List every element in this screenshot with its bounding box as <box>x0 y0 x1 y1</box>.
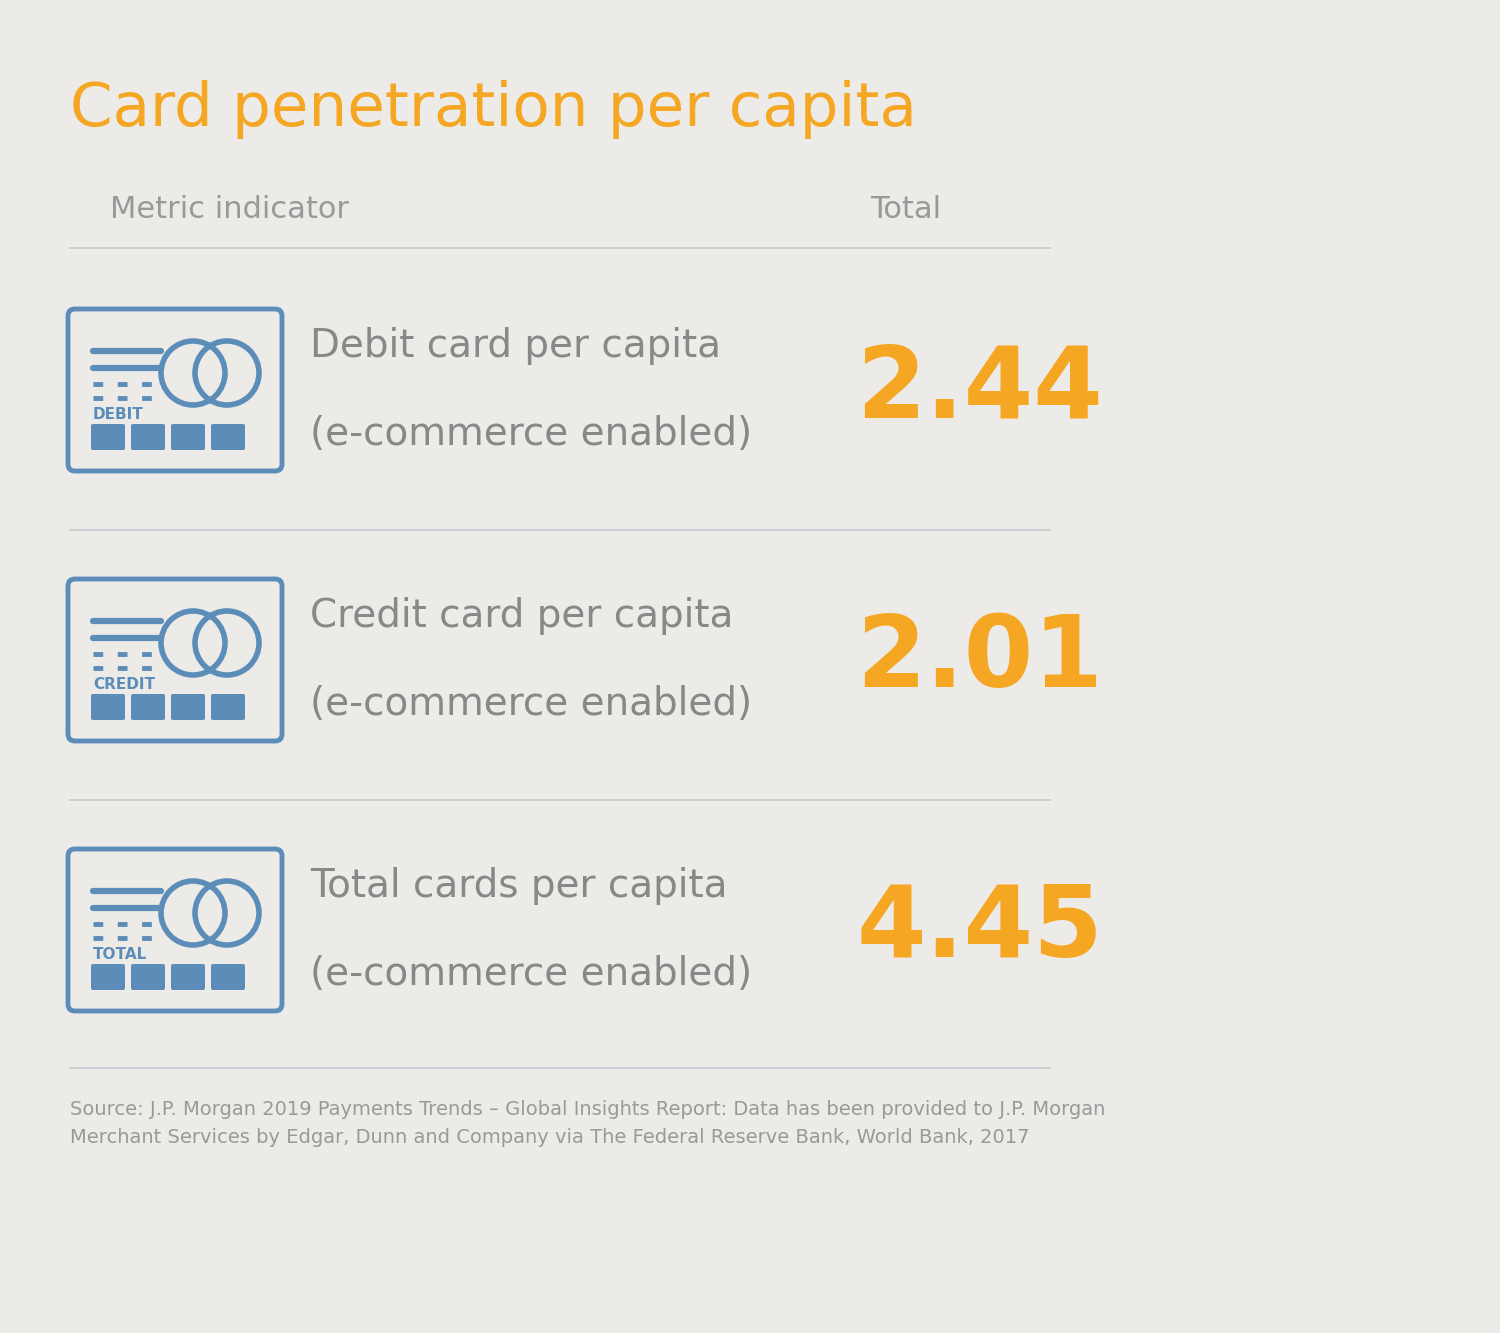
Text: TOTAL: TOTAL <box>93 946 147 962</box>
FancyBboxPatch shape <box>68 579 282 741</box>
FancyBboxPatch shape <box>92 694 124 720</box>
Text: Total cards per capita: Total cards per capita <box>310 866 728 905</box>
Text: (e-commerce enabled): (e-commerce enabled) <box>310 954 752 993</box>
Text: Debit card per capita: Debit card per capita <box>310 327 722 365</box>
Text: Metric indicator: Metric indicator <box>110 195 350 224</box>
Text: 2.44: 2.44 <box>856 341 1104 439</box>
FancyBboxPatch shape <box>171 694 206 720</box>
Text: Credit card per capita: Credit card per capita <box>310 597 734 635</box>
Text: 2.01: 2.01 <box>856 612 1104 709</box>
FancyBboxPatch shape <box>211 964 244 990</box>
FancyBboxPatch shape <box>92 424 124 451</box>
FancyBboxPatch shape <box>171 964 206 990</box>
Text: Source: J.P. Morgan 2019 Payments Trends – Global Insights Report: Data has been: Source: J.P. Morgan 2019 Payments Trends… <box>70 1100 1106 1146</box>
FancyBboxPatch shape <box>68 849 282 1010</box>
FancyBboxPatch shape <box>171 424 206 451</box>
Text: (e-commerce enabled): (e-commerce enabled) <box>310 415 752 453</box>
Text: DEBIT: DEBIT <box>93 407 144 423</box>
FancyBboxPatch shape <box>68 309 282 471</box>
FancyBboxPatch shape <box>92 964 124 990</box>
Text: (e-commerce enabled): (e-commerce enabled) <box>310 685 752 722</box>
Text: Card penetration per capita: Card penetration per capita <box>70 80 916 139</box>
FancyBboxPatch shape <box>211 424 244 451</box>
FancyBboxPatch shape <box>211 694 244 720</box>
FancyBboxPatch shape <box>130 694 165 720</box>
Text: 4.45: 4.45 <box>856 881 1104 978</box>
FancyBboxPatch shape <box>130 964 165 990</box>
FancyBboxPatch shape <box>130 424 165 451</box>
Text: Total: Total <box>870 195 940 224</box>
Text: CREDIT: CREDIT <box>93 677 154 692</box>
